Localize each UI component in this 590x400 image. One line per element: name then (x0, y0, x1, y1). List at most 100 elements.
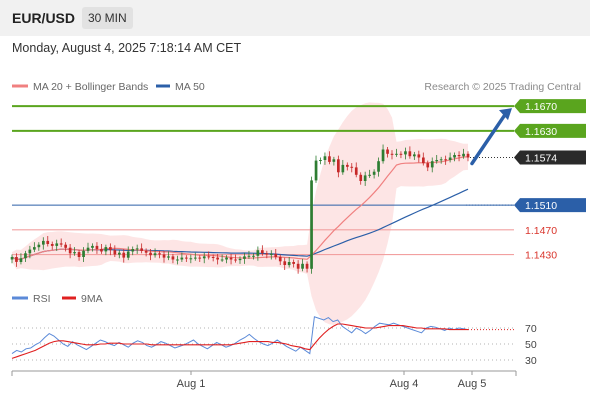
candle (68, 244, 72, 259)
chart-header: EUR/USD 30 MIN (0, 0, 590, 36)
candle (171, 253, 175, 264)
candle-body (234, 259, 237, 261)
candle (37, 242, 41, 251)
candle (220, 254, 224, 262)
pivot-badge-1.1510: 1.1510 (514, 198, 586, 213)
candle (368, 169, 371, 178)
candle-body (82, 250, 85, 257)
candle-body (466, 153, 470, 158)
candle-body (247, 255, 251, 257)
candle-body (332, 159, 336, 162)
candle (194, 252, 197, 261)
candle (28, 245, 32, 259)
candle-body (252, 255, 255, 257)
candle-body (135, 248, 139, 250)
candle (323, 152, 327, 165)
candle-body (270, 253, 273, 255)
candle (337, 155, 340, 178)
candle-body (95, 245, 99, 249)
symbol-title: EUR/USD (12, 10, 76, 26)
candle-body (86, 247, 90, 251)
candles (10, 144, 470, 274)
candle-body (408, 151, 412, 157)
candle-body (381, 149, 385, 162)
candle-body (256, 250, 260, 256)
candle (422, 152, 425, 166)
candle (319, 157, 322, 165)
candle (234, 254, 237, 263)
candle (252, 253, 255, 260)
candle-body (73, 252, 76, 254)
candle-body (220, 259, 224, 261)
candle (19, 253, 23, 265)
candle (176, 255, 179, 265)
candle-body (64, 244, 67, 248)
pivot-badge-1.1510-box (514, 198, 586, 213)
candle (448, 152, 452, 163)
candle-body (104, 247, 108, 252)
candle (395, 148, 398, 157)
candle (435, 155, 439, 164)
candle (377, 157, 380, 177)
candle (466, 151, 470, 162)
time-label-Aug-5: Aug 5 (458, 378, 487, 390)
candle (404, 147, 407, 160)
rsi-tick-50: 50 (525, 339, 537, 351)
candle-body (37, 244, 41, 248)
candle (229, 253, 233, 265)
rsi-panel: 30 50 70 (11, 316, 537, 367)
candle (381, 144, 385, 164)
candle-body (430, 161, 434, 168)
candle (270, 250, 273, 260)
forecast-arrow-shaft (470, 111, 508, 166)
candle (328, 151, 331, 165)
candle-body (390, 153, 394, 155)
candle-body (278, 257, 282, 262)
candle (15, 253, 18, 267)
candle (310, 176, 313, 274)
candle (372, 169, 376, 179)
candle (24, 250, 27, 262)
candle (126, 246, 130, 261)
candle-body (283, 261, 287, 265)
candle (55, 239, 59, 251)
candle-body (24, 253, 27, 259)
candle (140, 243, 143, 254)
candle (346, 162, 349, 171)
candle (42, 237, 45, 250)
candle-body (59, 243, 63, 245)
target-badge-1.1670-label: 1.1670 (525, 101, 557, 113)
candle-body (462, 153, 465, 157)
candle (149, 248, 152, 261)
candle (341, 159, 345, 175)
candle (59, 238, 63, 248)
candle (265, 250, 269, 259)
candle-body (185, 257, 188, 259)
candle (91, 243, 94, 252)
candle (314, 155, 318, 183)
timeframe-button[interactable]: 30 MIN (82, 7, 133, 29)
candle (386, 146, 389, 158)
candle (64, 242, 67, 252)
candle (167, 251, 170, 261)
candle-body (113, 250, 117, 255)
candle (462, 148, 465, 159)
candle-body (176, 259, 179, 261)
candle-body (158, 253, 161, 255)
candle (287, 257, 291, 268)
candle (363, 171, 367, 186)
candle (305, 261, 309, 273)
candle-body (68, 247, 72, 254)
candle-body (265, 253, 269, 255)
candle (225, 255, 228, 264)
candle (185, 255, 188, 262)
candle-body (167, 256, 170, 258)
time-label-Aug-1: Aug 1 (177, 378, 206, 390)
candle (180, 252, 184, 262)
candle-body (404, 151, 407, 155)
bollinger-band-area (12, 102, 468, 326)
candle (198, 255, 202, 262)
candle-body (395, 153, 398, 155)
candle (109, 243, 112, 256)
candle-body (122, 252, 126, 258)
